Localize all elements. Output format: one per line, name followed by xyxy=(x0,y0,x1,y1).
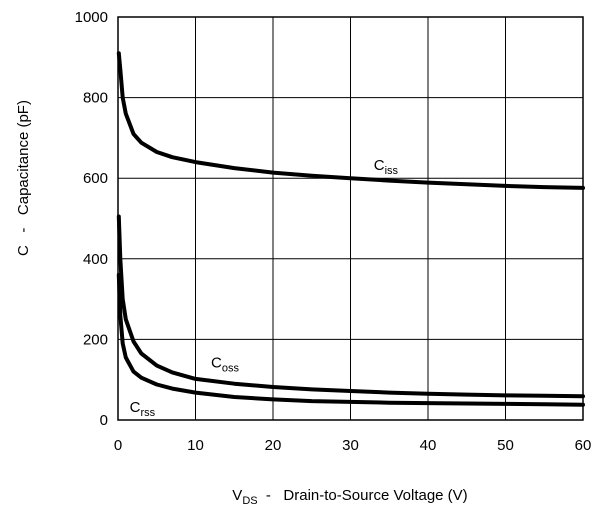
y-tick-label: 800 xyxy=(83,90,108,107)
series-line-ciss xyxy=(116,51,585,190)
series-label-ciss: Ciss xyxy=(374,157,399,177)
x-tick-label: 30 xyxy=(342,437,359,454)
series-label-crss: Crss xyxy=(130,399,156,419)
y-tick-label: 1000 xyxy=(75,9,108,26)
x-tick-label: 60 xyxy=(575,437,592,454)
x-tick-label: 20 xyxy=(265,437,282,454)
y-tick-label: 600 xyxy=(83,170,108,187)
series-label-sub: oss xyxy=(222,363,240,375)
series-label-main: C xyxy=(374,157,385,174)
y-tick-label: 0 xyxy=(100,412,108,429)
plot-frame xyxy=(117,16,584,421)
series-label-main: C xyxy=(211,355,222,372)
x-axis-title-sub: DS xyxy=(242,495,257,506)
series-line-crss xyxy=(116,272,585,407)
x-tick-label: 0 xyxy=(114,437,122,454)
series-line-coss xyxy=(116,214,585,399)
y-axis-title: C - Capacitance (pF) xyxy=(15,100,32,256)
x-axis-title-main: V xyxy=(232,487,242,504)
x-tick-label: 40 xyxy=(420,437,437,454)
series-label-main: C xyxy=(130,399,141,416)
series-label-sub: iss xyxy=(385,165,399,177)
series-lines xyxy=(116,51,585,407)
y-tick-label: 400 xyxy=(83,251,108,268)
x-tick-label: 10 xyxy=(187,437,204,454)
y-tick-label: 200 xyxy=(83,331,108,348)
grid-lines xyxy=(118,17,583,420)
x-axis-title-rest: - Drain-to-Source Voltage (V) xyxy=(258,487,468,504)
series-label-sub: rss xyxy=(140,407,155,419)
series-label-coss: Coss xyxy=(211,355,239,375)
x-axis-title: VDS - Drain-to-Source Voltage (V) xyxy=(232,487,467,506)
x-tick-label: 50 xyxy=(497,437,514,454)
